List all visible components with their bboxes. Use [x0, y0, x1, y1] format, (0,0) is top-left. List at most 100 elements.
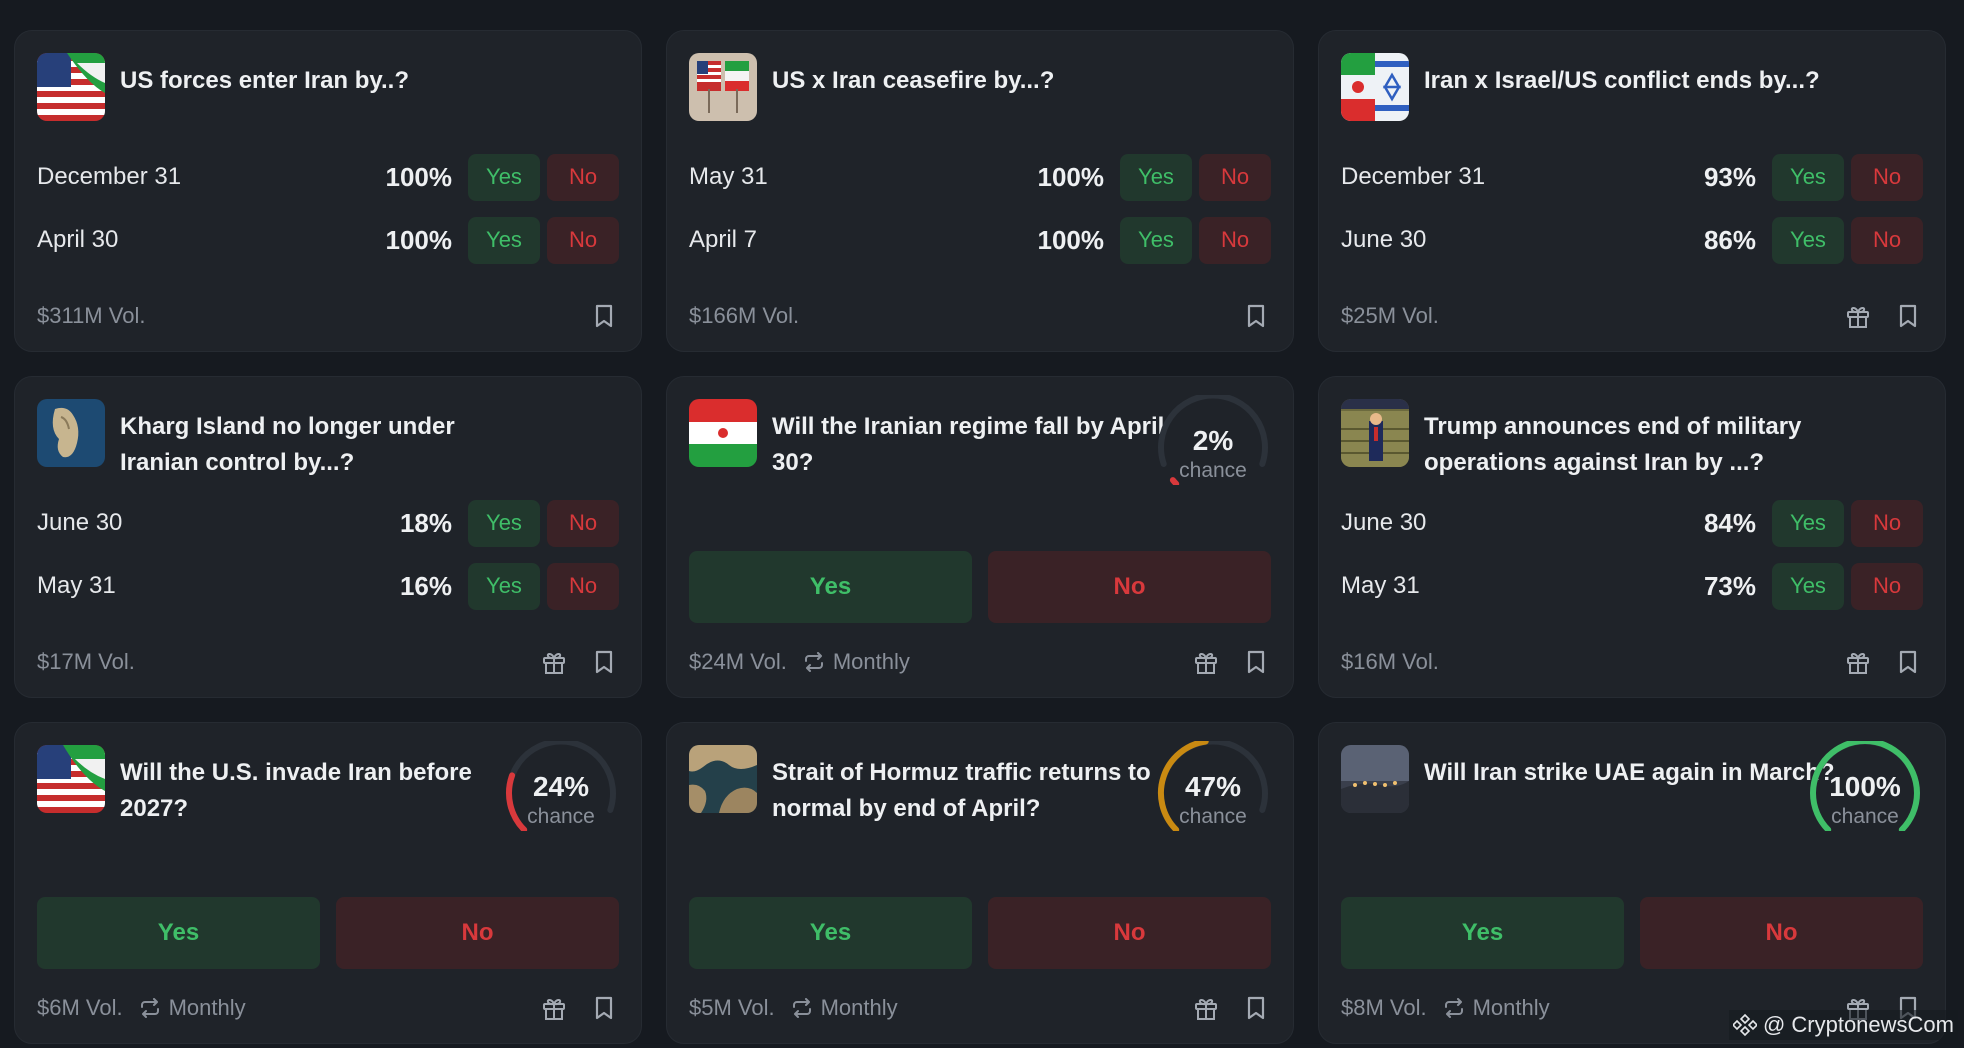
no-button[interactable]: No — [1851, 216, 1923, 264]
market-card-us-forces-enter-iran[interactable]: US forces enter Iran by..? December 31 1… — [14, 30, 642, 352]
no-button[interactable]: No — [336, 897, 619, 969]
yes-button[interactable]: Yes — [468, 153, 540, 201]
bookmark-icon[interactable] — [589, 301, 619, 331]
recurrence-label: Monthly — [820, 995, 898, 1020]
bookmark-icon[interactable] — [1893, 301, 1923, 331]
outcome-row: May 31 16% Yes No — [37, 562, 619, 610]
bookmark-icon[interactable] — [1241, 647, 1271, 677]
chance-gauge: 2% chance — [1153, 392, 1273, 487]
strait-map-thumbnail — [689, 745, 757, 813]
market-card-iran-israel-conflict-ends[interactable]: Iran x Israel/US conflict ends by...? De… — [1318, 30, 1946, 352]
yes-button[interactable]: Yes — [689, 897, 972, 969]
yes-button[interactable]: Yes — [468, 562, 540, 610]
outcome-label: May 31 — [37, 572, 116, 599]
repeat-icon — [792, 998, 811, 1018]
trump-photo-thumbnail — [1341, 399, 1409, 467]
yes-button[interactable]: Yes — [1772, 153, 1844, 201]
gift-icon[interactable] — [1191, 993, 1221, 1023]
market-title[interactable]: US x Iran ceasefire by...? — [772, 67, 1055, 94]
yes-button[interactable]: Yes — [468, 499, 540, 547]
watermark-text: @ CryptonewsCom — [1762, 1012, 1954, 1037]
outcome-percent: 73% — [1703, 570, 1756, 601]
repeat-icon — [140, 998, 159, 1018]
gift-icon[interactable] — [539, 993, 569, 1023]
bookmark-icon[interactable] — [589, 647, 619, 677]
yes-button[interactable]: Yes — [1120, 216, 1192, 264]
outcome-percent: 100% — [1037, 161, 1105, 192]
chance-label: chance — [1831, 805, 1899, 828]
gift-icon[interactable] — [1843, 301, 1873, 331]
bookmark-icon[interactable] — [589, 993, 619, 1023]
market-title[interactable]: Strait of Hormuz traffic returns to norm… — [772, 759, 1151, 822]
outcome-percent: 100% — [385, 224, 453, 255]
outcome-percent: 93% — [1703, 161, 1756, 192]
island-satellite-thumbnail — [37, 399, 105, 467]
no-button[interactable]: No — [547, 499, 619, 547]
no-button[interactable]: No — [1851, 499, 1923, 547]
us-iran-flag-thumbnail — [37, 53, 105, 121]
outcome-percent: 86% — [1703, 224, 1756, 255]
market-card-us-invade-iran[interactable]: Will the U.S. invade Iran before 2027? 2… — [14, 722, 642, 1044]
no-button[interactable]: No — [988, 897, 1271, 969]
market-card-trump-end-operations[interactable]: Trump announces end of military operatio… — [1318, 376, 1946, 698]
gift-icon[interactable] — [539, 647, 569, 677]
outcome-row: May 31 100% Yes No — [689, 153, 1271, 201]
bookmark-icon[interactable] — [1893, 647, 1923, 677]
market-title[interactable]: Kharg Island no longer under Iranian con… — [120, 413, 455, 476]
no-button[interactable]: No — [1640, 897, 1923, 969]
gauge-fill — [1157, 738, 1209, 833]
outcome-percent: 18% — [399, 507, 452, 538]
gauge-fill — [506, 772, 528, 833]
market-title[interactable]: Will the U.S. invade Iran before 2027? — [120, 759, 472, 822]
no-button[interactable]: No — [547, 153, 619, 201]
recurrence-tag: Monthly — [791, 995, 898, 1021]
outcome-row: June 30 84% Yes No — [1341, 499, 1923, 547]
no-button[interactable]: No — [1851, 153, 1923, 201]
market-title[interactable]: Trump announces end of military operatio… — [1424, 413, 1802, 476]
binance-logo-icon — [1732, 1013, 1757, 1037]
market-title[interactable]: Will Iran strike UAE again in March? — [1424, 759, 1835, 786]
yes-button[interactable]: Yes — [37, 897, 320, 969]
market-card-iranian-regime-fall[interactable]: Will the Iranian regime fall by April 30… — [666, 376, 1294, 698]
yes-button[interactable]: Yes — [1772, 499, 1844, 547]
yes-button[interactable]: Yes — [468, 216, 540, 264]
no-button[interactable]: No — [547, 216, 619, 264]
market-title[interactable]: US forces enter Iran by..? — [120, 67, 409, 94]
no-button[interactable]: No — [1199, 216, 1271, 264]
market-title[interactable]: Iran x Israel/US conflict ends by...? — [1424, 67, 1820, 94]
outcome-label: April 7 — [689, 226, 758, 253]
chance-gauge: 47% chance — [1153, 738, 1273, 833]
yes-button[interactable]: Yes — [1772, 216, 1844, 264]
yes-button[interactable]: Yes — [1772, 562, 1844, 610]
market-title[interactable]: Will the Iranian regime fall by April 30… — [772, 413, 1165, 476]
bookmark-icon[interactable] — [1241, 993, 1271, 1023]
volume-label: $16M Vol. — [1341, 649, 1439, 674]
outcome-row: June 30 18% Yes No — [37, 499, 619, 547]
volume-label: $311M Vol. — [37, 303, 146, 328]
no-button[interactable]: No — [988, 551, 1271, 623]
market-card-us-iran-ceasefire[interactable]: US x Iran ceasefire by...? May 31 100% Y… — [666, 30, 1294, 352]
volume-label: $25M Vol. — [1341, 303, 1439, 328]
repeat-icon — [1444, 998, 1463, 1018]
volume-label: $6M Vol. — [37, 995, 123, 1020]
outcome-label: June 30 — [1341, 509, 1427, 536]
yes-button[interactable]: Yes — [1341, 897, 1624, 969]
outcome-label: December 31 — [37, 163, 182, 190]
no-button[interactable]: No — [1199, 153, 1271, 201]
yes-button[interactable]: Yes — [689, 551, 972, 623]
outcome-percent: 84% — [1703, 507, 1756, 538]
yes-button[interactable]: Yes — [1120, 153, 1192, 201]
no-button[interactable]: No — [547, 562, 619, 610]
gift-icon[interactable] — [1191, 647, 1221, 677]
no-button[interactable]: No — [1851, 562, 1923, 610]
market-card-kharg-island[interactable]: Kharg Island no longer under Iranian con… — [14, 376, 642, 698]
chance-label: chance — [527, 805, 595, 828]
us-iran-flags-thumbnail — [689, 53, 757, 121]
market-card-strait-of-hormuz[interactable]: Strait of Hormuz traffic returns to norm… — [666, 722, 1294, 1044]
chance-gauge: 100% chance — [1805, 738, 1925, 833]
gift-icon[interactable] — [1843, 647, 1873, 677]
bookmark-icon[interactable] — [1241, 301, 1271, 331]
gauge-fill — [1810, 738, 1920, 833]
market-card-iran-strike-uae[interactable]: Will Iran strike UAE again in March? 100… — [1318, 722, 1946, 1044]
volume-label: $17M Vol. — [37, 649, 135, 674]
